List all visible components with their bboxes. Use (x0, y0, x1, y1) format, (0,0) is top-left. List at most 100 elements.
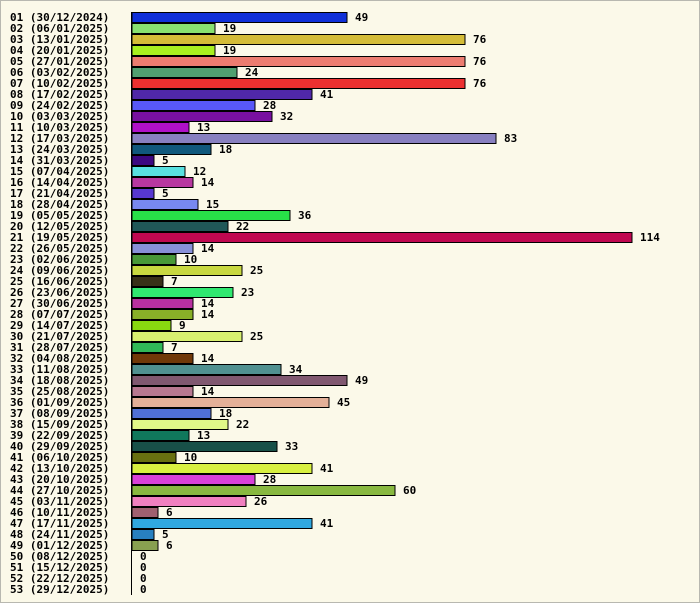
category-label: 49 (01/12/2025) (10, 539, 109, 552)
bar (131, 463, 313, 474)
bar (131, 298, 194, 309)
value-label: 19 (223, 22, 236, 35)
value-label: 22 (236, 418, 249, 431)
bar (131, 353, 194, 364)
bar (131, 441, 278, 452)
category-label: 34 (18/08/2025) (10, 374, 109, 387)
value-label: 36 (298, 209, 312, 222)
value-label: 18 (219, 143, 232, 156)
value-label: 0 (140, 583, 147, 596)
bar (131, 210, 291, 221)
value-label: 15 (206, 198, 219, 211)
category-label: 32 (04/08/2025) (10, 352, 109, 365)
bar (131, 122, 190, 133)
value-label: 10 (184, 253, 197, 266)
value-label: 28 (263, 99, 276, 112)
bar (131, 375, 348, 386)
bar (131, 419, 229, 430)
bar (131, 276, 164, 287)
bar (131, 23, 216, 34)
bar (131, 474, 256, 485)
bar (131, 496, 247, 507)
bar (131, 386, 194, 397)
bar (131, 287, 234, 298)
category-label: 15 (07/04/2025) (10, 165, 109, 178)
value-label: 9 (179, 319, 186, 332)
category-label: 26 (23/06/2025) (10, 286, 109, 299)
value-label: 7 (171, 275, 178, 288)
category-label: 16 (14/04/2025) (10, 176, 109, 189)
category-label: 37 (08/09/2025) (10, 407, 109, 420)
bar (131, 507, 159, 518)
value-label: 5 (162, 187, 169, 200)
bar (131, 56, 466, 67)
category-label: 19 (05/05/2025) (10, 209, 109, 222)
bar (131, 133, 497, 144)
value-label: 25 (250, 264, 263, 277)
value-label: 76 (473, 77, 487, 90)
value-label: 49 (355, 11, 368, 24)
category-label: 21 (19/05/2025) (10, 231, 109, 244)
value-label: 34 (289, 363, 303, 376)
value-label: 6 (166, 539, 173, 552)
bar (131, 221, 229, 232)
category-label: 41 (06/10/2025) (10, 451, 109, 464)
bar (131, 518, 313, 529)
value-label: 5 (162, 528, 169, 541)
category-label: 51 (15/12/2025) (10, 561, 109, 574)
category-label: 40 (29/09/2025) (10, 440, 109, 453)
category-label: 39 (22/09/2025) (10, 429, 109, 442)
category-label: 09 (24/02/2025) (10, 99, 109, 112)
bar (131, 540, 159, 551)
bar (131, 232, 633, 243)
bar (131, 45, 216, 56)
bar (131, 309, 194, 320)
category-label: 22 (26/05/2025) (10, 242, 109, 255)
value-label: 7 (171, 341, 178, 354)
bar (131, 199, 199, 210)
category-label: 29 (14/07/2025) (10, 319, 109, 332)
category-label: 18 (28/04/2025) (10, 198, 109, 211)
category-label: 31 (28/07/2025) (10, 341, 109, 354)
category-label: 20 (12/05/2025) (10, 220, 109, 233)
value-label: 10 (184, 451, 197, 464)
value-label: 14 (201, 242, 215, 255)
category-label: 23 (02/06/2025) (10, 253, 109, 266)
category-label: 24 (09/06/2025) (10, 264, 109, 277)
bar (131, 188, 155, 199)
category-label: 46 (10/11/2025) (10, 506, 109, 519)
value-label: 24 (245, 66, 259, 79)
bar (131, 177, 194, 188)
category-label: 30 (21/07/2025) (10, 330, 109, 343)
value-label: 28 (263, 473, 276, 486)
category-label: 52 (22/12/2025) (10, 572, 109, 585)
bar (131, 408, 212, 419)
value-label: 13 (197, 429, 210, 442)
value-label: 0 (140, 572, 147, 585)
value-label: 19 (223, 44, 236, 57)
value-label: 25 (250, 330, 263, 343)
category-label: 35 (25/08/2025) (10, 385, 109, 398)
category-label: 25 (16/06/2025) (10, 275, 109, 288)
value-label: 14 (201, 308, 215, 321)
value-label: 5 (162, 154, 169, 167)
category-label: 27 (30/06/2025) (10, 297, 109, 310)
category-label: 17 (21/04/2025) (10, 187, 109, 200)
value-label: 76 (473, 55, 487, 68)
category-label: 44 (27/10/2025) (10, 484, 109, 497)
category-label: 10 (03/03/2025) (10, 110, 109, 123)
category-label: 28 (07/07/2025) (10, 308, 109, 321)
category-label: 02 (06/01/2025) (10, 22, 109, 35)
category-label: 01 (30/12/2024) (10, 11, 109, 24)
value-label: 6 (166, 506, 173, 519)
bar (131, 529, 155, 540)
category-label: 38 (15/09/2025) (10, 418, 109, 431)
value-label: 33 (285, 440, 298, 453)
bar (131, 364, 282, 375)
category-label: 45 (03/11/2025) (10, 495, 109, 508)
value-label: 49 (355, 374, 368, 387)
category-label: 11 (10/03/2025) (10, 121, 109, 134)
bar (131, 485, 396, 496)
